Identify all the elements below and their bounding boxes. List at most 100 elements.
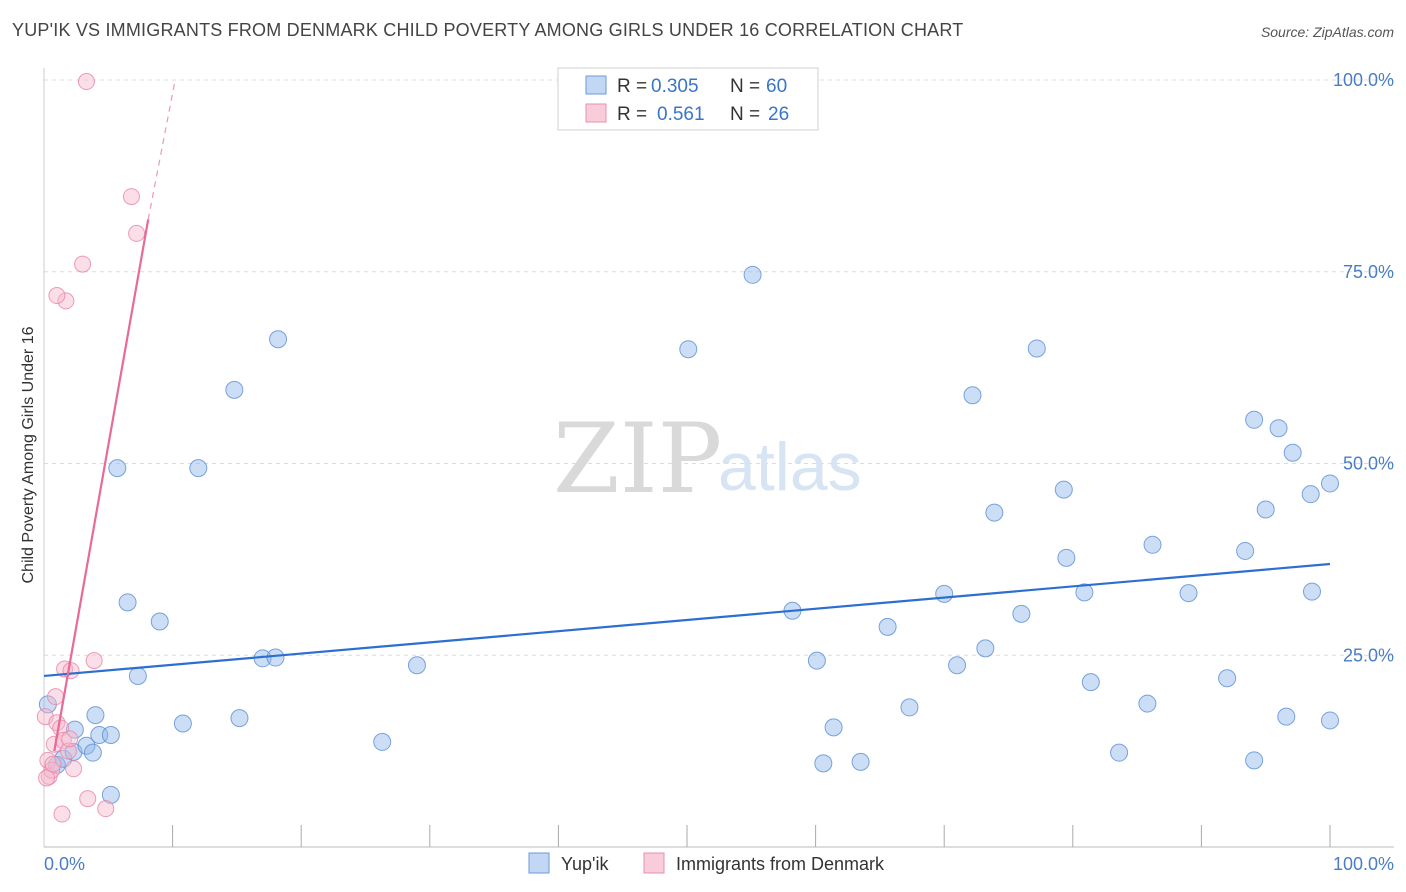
- point-yupik: [1245, 751, 1264, 770]
- point-yupik: [900, 698, 919, 717]
- point-yupik: [1321, 711, 1339, 730]
- point-yupik: [1218, 669, 1237, 688]
- point-yupik: [1054, 480, 1073, 499]
- stats-legend-swatch-yupik: [585, 75, 607, 95]
- data-points: [36, 73, 1339, 823]
- point-yupik: [1245, 410, 1264, 429]
- point-denmark: [57, 292, 75, 310]
- point-yupik: [1081, 673, 1100, 692]
- point-denmark: [61, 730, 79, 748]
- stats-legend-n-value: 26: [768, 104, 789, 125]
- point-yupik: [985, 503, 1004, 522]
- stats-legend-r-label: R =: [617, 104, 647, 125]
- point-denmark: [128, 224, 146, 242]
- point-yupik: [101, 726, 120, 745]
- axes: [43, 68, 1394, 848]
- point-denmark: [38, 769, 56, 787]
- point-yupik: [963, 386, 982, 405]
- legend-swatch-yupik: [528, 852, 550, 874]
- point-yupik: [225, 380, 244, 399]
- point-yupik: [1057, 548, 1076, 567]
- trend-line-denmark-extension: [147, 79, 176, 220]
- y-tick-label: 25.0%: [1343, 645, 1394, 665]
- point-denmark: [122, 188, 140, 206]
- point-denmark: [44, 755, 62, 773]
- y-tick-label: 100.0%: [1333, 70, 1394, 90]
- point-yupik: [173, 714, 192, 733]
- point-denmark: [74, 255, 92, 273]
- point-yupik: [976, 639, 995, 658]
- point-denmark: [53, 805, 71, 823]
- point-yupik: [1012, 604, 1031, 623]
- point-yupik: [128, 666, 147, 685]
- stats-legend-n-value: 60: [766, 76, 787, 97]
- point-denmark: [62, 662, 80, 680]
- point-yupik: [101, 785, 120, 804]
- x-tick-label: 0.0%: [44, 854, 85, 874]
- legend-label-denmark: Immigrants from Denmark: [676, 854, 885, 874]
- watermark: ZIP atlas: [553, 403, 862, 515]
- point-yupik: [807, 651, 826, 670]
- point-yupik: [1138, 694, 1157, 713]
- watermark-atlas: atlas: [718, 429, 862, 505]
- stats-legend-n-label: N =: [730, 76, 760, 97]
- point-denmark: [47, 688, 65, 706]
- point-yupik: [118, 593, 137, 612]
- point-yupik: [108, 459, 127, 478]
- point-yupik: [1179, 584, 1198, 603]
- point-yupik: [1027, 339, 1046, 358]
- source-credit: Source: ZipAtlas.com: [1260, 24, 1394, 40]
- stats-legend-n-label: N =: [730, 104, 760, 125]
- stats-legend-r-label: R =: [617, 76, 647, 97]
- y-tick-label: 50.0%: [1343, 454, 1394, 474]
- legend-swatch-denmark: [643, 852, 665, 874]
- point-yupik: [230, 709, 249, 728]
- point-yupik: [189, 459, 208, 478]
- chart-title: YUP'IK VS IMMIGRANTS FROM DENMARK CHILD …: [12, 20, 964, 40]
- point-yupik: [1110, 743, 1129, 762]
- stats-legend-r-value: 0.561: [657, 104, 705, 125]
- point-denmark: [97, 800, 115, 818]
- point-yupik: [266, 648, 285, 667]
- watermark-zip: ZIP: [553, 403, 722, 515]
- trend-line-yupik: [43, 562, 1331, 678]
- point-denmark: [79, 790, 97, 808]
- series-legend: Yup'ik Immigrants from Denmark: [528, 852, 885, 874]
- point-denmark: [85, 652, 103, 670]
- point-yupik: [1302, 582, 1321, 601]
- stats-legend: R = 0.305 N = 60 R = 0.561 N = 26: [557, 67, 819, 131]
- point-yupik: [65, 720, 84, 739]
- point-yupik: [150, 612, 169, 631]
- trend-lines: [43, 79, 1331, 752]
- point-yupik: [1256, 500, 1275, 519]
- y-axis-label: Child Poverty Among Girls Under 16: [20, 326, 37, 583]
- point-yupik: [1143, 535, 1162, 554]
- point-yupik: [77, 736, 96, 755]
- point-yupik: [86, 706, 105, 725]
- point-yupik: [269, 330, 288, 349]
- point-yupik: [948, 656, 967, 675]
- legend-label-yupik: Yup'ik: [561, 854, 609, 874]
- point-yupik: [851, 752, 870, 771]
- point-yupik: [814, 754, 833, 773]
- point-yupik: [1075, 583, 1094, 602]
- point-yupik: [83, 743, 102, 762]
- point-yupik: [407, 656, 426, 675]
- point-yupik: [1321, 474, 1339, 493]
- point-yupik: [1277, 707, 1296, 726]
- point-denmark: [77, 73, 95, 91]
- point-denmark: [59, 742, 77, 760]
- point-yupik: [824, 718, 843, 737]
- tick-labels: 100.0% 75.0% 50.0% 25.0% 0.0% 100.0%: [44, 70, 1394, 874]
- y-tick-label: 75.0%: [1343, 262, 1394, 282]
- point-yupik: [1301, 485, 1320, 504]
- point-yupik: [1236, 541, 1255, 560]
- trend-line-denmark: [53, 219, 150, 752]
- point-denmark: [65, 760, 83, 778]
- gridlines: [44, 79, 1394, 656]
- point-yupik: [1283, 443, 1302, 462]
- point-yupik: [743, 265, 762, 284]
- point-denmark: [48, 287, 66, 305]
- stats-legend-r-value: 0.305: [651, 76, 699, 97]
